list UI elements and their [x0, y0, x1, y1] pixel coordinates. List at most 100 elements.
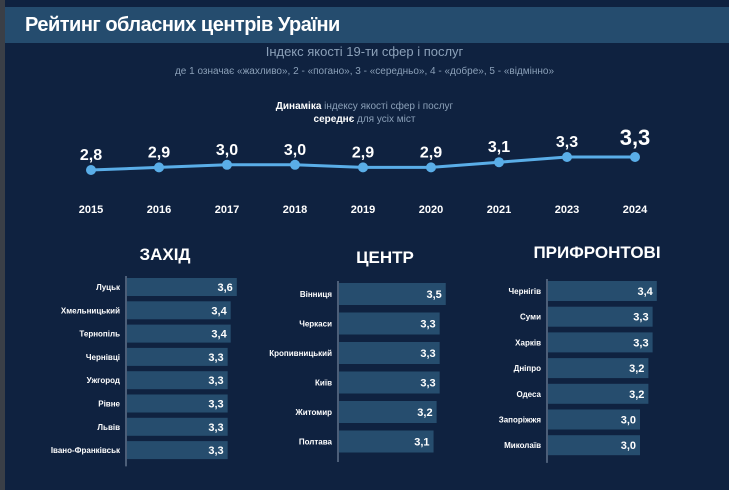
data-point: [290, 159, 300, 170]
bar: [339, 342, 440, 364]
data-label: 3,3: [556, 134, 578, 151]
data-point: [154, 162, 164, 173]
bar-value-label: 3,4: [638, 286, 654, 298]
data-label: 3,1: [488, 139, 510, 156]
x-tick-label: 2016: [147, 204, 171, 216]
category-label: Житомир: [295, 408, 333, 417]
bar: [127, 371, 228, 390]
category-label: Хмельницький: [61, 306, 120, 315]
bar-value-label: 3,3: [633, 337, 648, 349]
data-point: [86, 165, 96, 175]
dynamics-line2: середнє для усіх міст: [0, 114, 729, 125]
bar: [339, 430, 434, 453]
subtitle: Індекс якості 19-ти сфер і послуг: [265, 44, 464, 59]
category-label: Чернівці: [86, 353, 120, 362]
bar: [548, 435, 640, 456]
data-point: [222, 159, 232, 170]
bar: [127, 417, 228, 436]
category-label: Полтава: [299, 438, 333, 447]
bar: [339, 401, 437, 423]
data-point: [562, 152, 572, 162]
data-label: 2,9: [420, 144, 442, 161]
average-bold: середнє: [313, 114, 355, 125]
data-point: [630, 152, 640, 162]
dynamics-text: індексу якості сфер і послуг: [321, 101, 454, 112]
category-label: Суми: [520, 313, 541, 322]
bar-value-label: 3,3: [420, 348, 435, 360]
dynamics-line1: Динаміка індексу якості сфер і послуг: [0, 101, 729, 112]
data-point: [358, 162, 368, 173]
bar-value-label: 3,2: [629, 363, 644, 375]
bar: [127, 394, 228, 413]
x-tick-label: 2021: [487, 204, 511, 216]
data-label: 3,0: [216, 142, 238, 159]
bar-value-label: 3,2: [417, 407, 432, 419]
bar: [339, 283, 446, 305]
bar-value-label: 3,3: [420, 378, 435, 390]
bar: [127, 347, 228, 366]
bar: [548, 332, 653, 353]
header-bar: Рейтинг обласних центрів Ураїни: [5, 7, 729, 43]
category-label: Ужгород: [87, 376, 120, 385]
bar: [548, 281, 657, 301]
category-label: Тернопіль: [79, 330, 120, 339]
x-tick-label: 2024: [623, 204, 648, 216]
average-text: для усіх міст: [354, 114, 416, 125]
category-label: Вінниця: [300, 290, 333, 299]
x-tick-label: 2015: [79, 204, 103, 216]
category-label: Луцьк: [96, 283, 121, 292]
category-label: Дніпро: [514, 364, 541, 373]
data-label: 2,8: [80, 147, 102, 164]
x-tick-label: 2019: [351, 204, 375, 216]
bar-value-label: 3,3: [633, 312, 648, 324]
category-label: Харків: [515, 338, 541, 347]
scale-note: де 1 означає «жахливо», 2 - «погано», 3 …: [174, 66, 555, 77]
category-label: Кропивницький: [269, 349, 332, 358]
bar: [548, 409, 640, 430]
bar: [127, 441, 228, 460]
dynamics-bold: Динаміка: [275, 101, 322, 112]
bar-value-label: 3,5: [426, 289, 441, 301]
data-point: [426, 162, 436, 173]
bar-value-label: 3,6: [218, 282, 233, 294]
page-title: Рейтинг обласних центрів Ураїни: [25, 14, 340, 36]
bar-value-label: 3,2: [629, 389, 644, 401]
bar-value-label: 3,3: [208, 352, 223, 364]
data-label: 2,9: [148, 144, 170, 161]
bar-value-label: 3,0: [621, 415, 636, 427]
region-title: ПРИФРОНТОВІ: [533, 243, 660, 262]
bar-value-label: 3,3: [208, 399, 223, 411]
x-tick-label: 2023: [555, 204, 579, 216]
category-label: Київ: [315, 379, 332, 388]
bar-value-label: 3,3: [208, 422, 223, 434]
bar: [548, 306, 653, 327]
bar-value-label: 3,0: [621, 440, 636, 452]
bar-value-label: 3,4: [211, 329, 227, 341]
bar-value-label: 3,4: [211, 305, 227, 317]
data-label: 3,0: [284, 142, 306, 159]
x-tick-label: 2018: [283, 204, 307, 216]
bar: [127, 278, 237, 296]
bar: [339, 312, 440, 335]
bar: [127, 301, 231, 320]
bar-value-label: 3,1: [414, 437, 429, 449]
data-label: 3,3: [620, 125, 651, 150]
category-label: Івано-Франківськ: [51, 446, 121, 455]
data-label: 2,9: [352, 144, 374, 161]
bar: [548, 358, 649, 379]
x-tick-label: 2020: [419, 204, 443, 216]
category-label: Миколаїв: [504, 441, 541, 450]
region-title: ЦЕНТР: [356, 248, 414, 267]
bar: [339, 371, 440, 394]
bar-value-label: 3,3: [208, 445, 223, 457]
bar-value-label: 3,3: [208, 375, 223, 387]
window-edge: [0, 0, 5, 490]
category-label: Одеса: [517, 390, 542, 399]
category-label: Львів: [97, 423, 120, 432]
category-label: Черкаси: [299, 320, 332, 329]
bar-value-label: 3,3: [420, 319, 435, 331]
category-label: Запоріжжя: [499, 416, 542, 425]
bar: [127, 324, 231, 343]
category-label: Чернігів: [509, 287, 542, 296]
